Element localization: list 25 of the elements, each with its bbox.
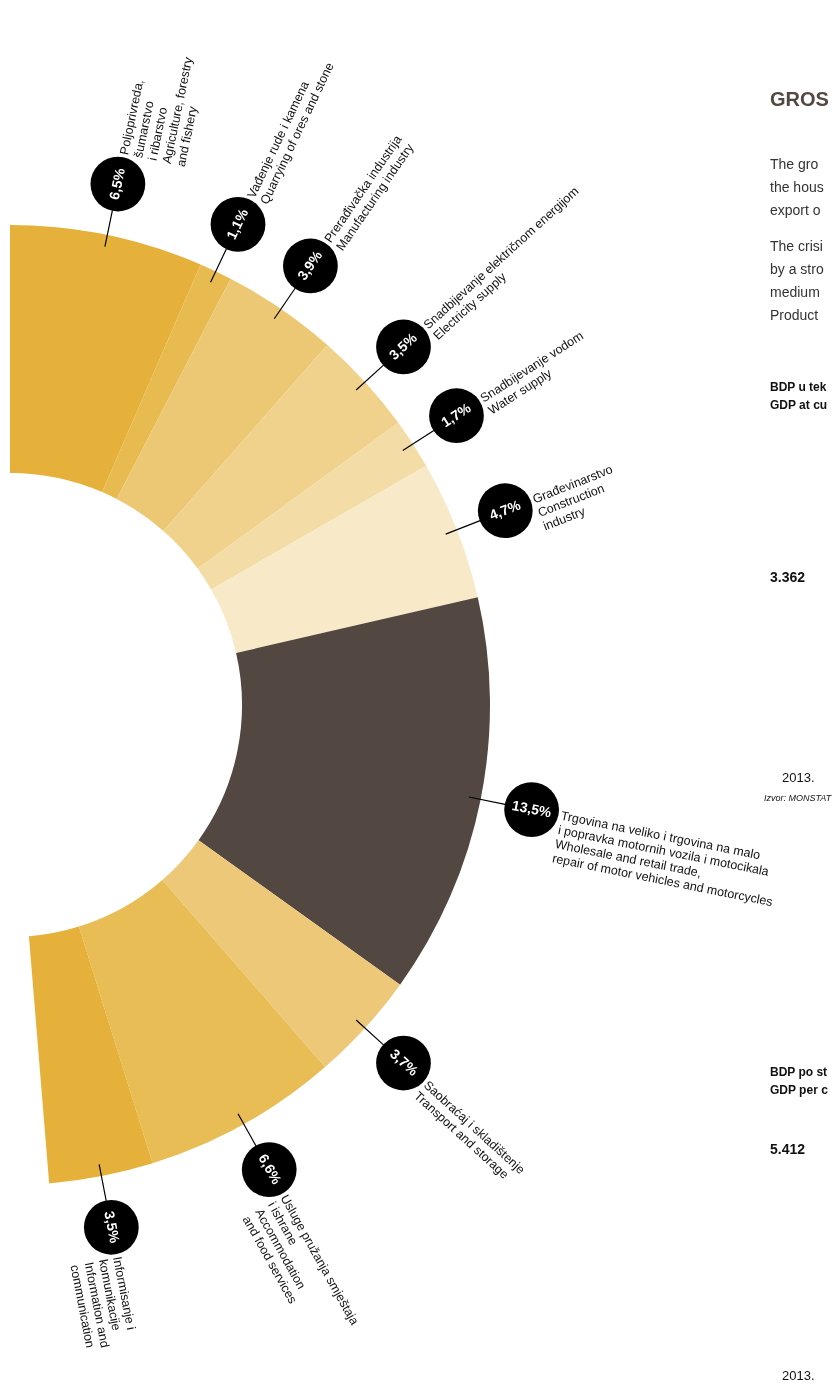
data-label: 1,7%	[438, 399, 475, 431]
text: medium	[770, 284, 820, 300]
text: The crisi	[770, 238, 823, 254]
data-label: 13,5%	[510, 796, 554, 821]
text: BDP u tek	[770, 380, 827, 394]
text: 2013.	[782, 1368, 815, 1383]
text: the hous	[770, 179, 824, 195]
text: BDP po st	[770, 1065, 828, 1079]
data-label: 3,5%	[101, 1209, 124, 1245]
text: 3.362	[770, 569, 806, 585]
slice-label: Trgovina na veliko i trgovina na malo i popravka motornih vozila i motocikala Wholesale and retail trade, repair of motor vehicles and motorcycles	[551, 808, 774, 910]
text: export o	[770, 202, 821, 218]
data-label: 6,5%	[105, 166, 129, 202]
text: by a stro	[770, 261, 824, 277]
data-label: 4,7%	[487, 496, 524, 524]
data-label: 1,1%	[223, 205, 252, 242]
text: The gro	[770, 156, 819, 172]
text: GDP per c	[770, 1083, 829, 1097]
text: 2013.	[782, 770, 815, 785]
text: Product	[770, 307, 819, 323]
text: GDP at cu	[770, 398, 828, 412]
text: Izvor: MONSTAT	[764, 793, 833, 803]
data-label: 6,6%	[255, 1151, 286, 1188]
text: GROS	[770, 88, 829, 110]
text: 5.412	[770, 1141, 806, 1157]
